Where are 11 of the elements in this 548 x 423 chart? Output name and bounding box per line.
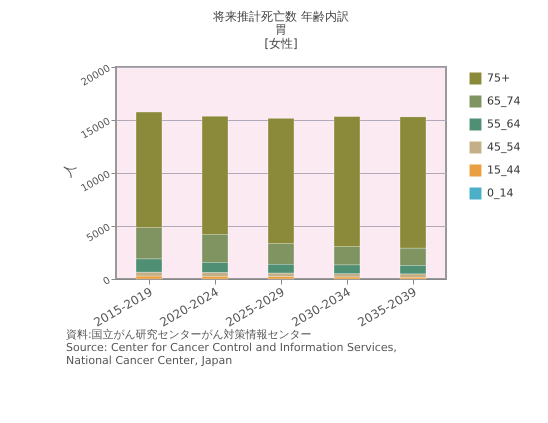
y-axis-title: 人 [60,160,80,180]
chart-title: 将来推計死亡数 年齢内訳 [212,10,349,24]
legend-label: 0_14 [487,186,514,200]
legend-label: 65_74 [487,94,520,108]
legend-label: 55_64 [487,118,520,130]
legend-label: 75+ [487,72,510,84]
y-tick-label: 0 [101,275,112,288]
legend-label: 15_44 [487,164,520,176]
chart-subtitle: 胃 [女性] [264,22,298,51]
text: 資料:国立がん研究センターがん対策情報センター Source: Center for Cancer Control and Information Services, National Cancer Center, Japan [66,328,397,367]
legend-label: 45_54 [487,140,520,154]
